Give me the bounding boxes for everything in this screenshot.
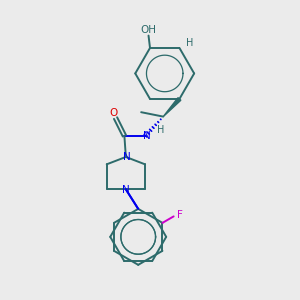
Text: N: N [122, 185, 130, 195]
Text: H: H [157, 125, 165, 135]
Polygon shape [163, 98, 181, 117]
Text: H: H [186, 38, 194, 47]
Text: F: F [177, 210, 182, 220]
Text: O: O [109, 108, 117, 118]
Text: N: N [143, 131, 151, 141]
Text: N: N [123, 152, 130, 162]
Text: OH: OH [140, 25, 157, 35]
